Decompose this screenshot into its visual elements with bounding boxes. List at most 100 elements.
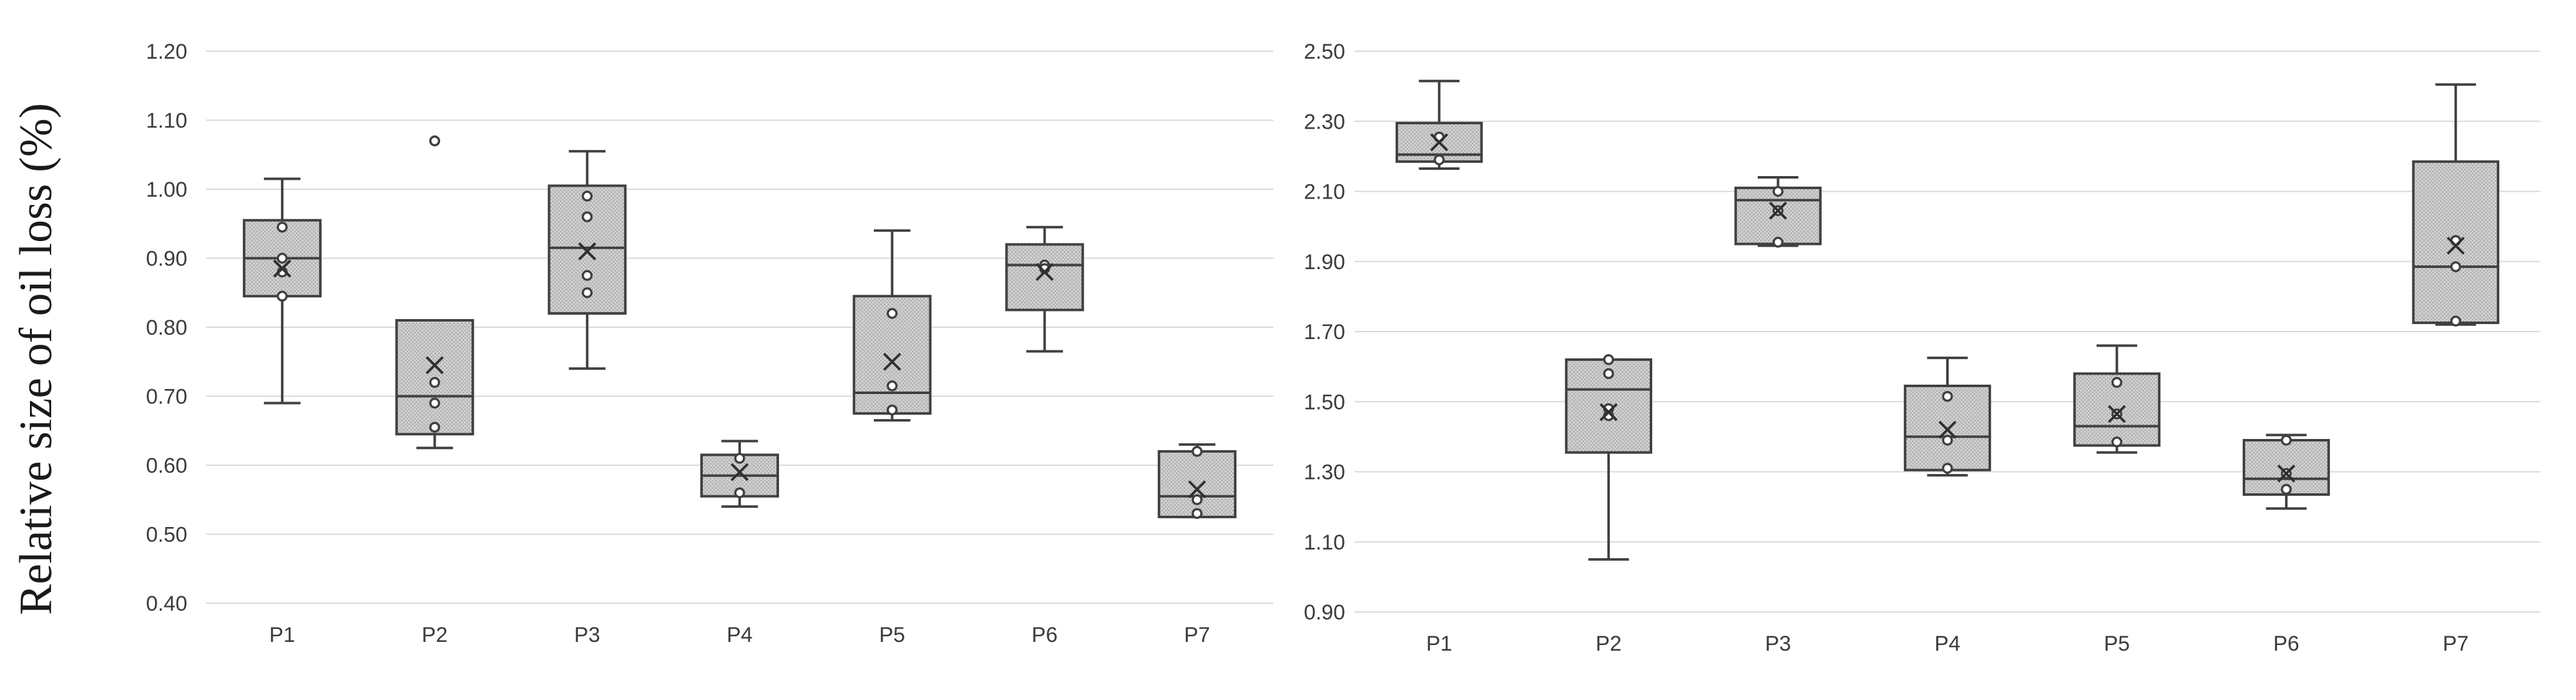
data-point [429, 377, 441, 388]
mean-marker [426, 356, 444, 375]
y-tick-label: 0.70 [146, 385, 187, 409]
y-tick-label: 0.40 [146, 592, 187, 616]
box-p5 [853, 229, 932, 422]
x-category-label: P7 [1184, 623, 1210, 647]
box-p2 [1565, 354, 1652, 561]
mean-marker [1599, 403, 1618, 421]
data-point [2450, 315, 2462, 327]
y-tick-label: 1.10 [146, 109, 187, 133]
mean-marker-stroke [578, 242, 597, 260]
box-p5 [2073, 344, 2161, 454]
data-point [429, 397, 441, 409]
x-category-label: P5 [2104, 632, 2130, 656]
x-category-label: P4 [1934, 632, 1961, 656]
box-p1 [1395, 79, 1483, 170]
data-point [886, 308, 898, 319]
box-p4 [700, 440, 780, 508]
mean-marker [883, 352, 901, 371]
y-tick-label: 0.60 [146, 454, 187, 478]
x-category-label: P3 [1765, 632, 1791, 656]
data-point [429, 421, 441, 433]
iqr-box [395, 318, 474, 436]
data-point [886, 404, 898, 416]
box-p6 [1005, 225, 1084, 353]
data-point [1192, 446, 1203, 457]
data-point [1433, 154, 1445, 165]
mean-marker-stroke [1769, 201, 1787, 220]
data-point [1603, 368, 1614, 380]
data-point [1942, 463, 1953, 474]
mean-marker [1430, 133, 1449, 152]
y-tick-label: 0.90 [146, 247, 187, 271]
mean-marker-stroke [1036, 263, 1054, 282]
y-tick-label: 1.90 [1304, 250, 1345, 274]
data-point [429, 135, 441, 147]
y-tick-label: 1.70 [1304, 320, 1345, 344]
chart-left: 0.40 0.50 0.60 0.70 0.80 0.90 1.00 1.10 1.20 P1 P2… [146, 40, 1273, 647]
mean-marker-stroke [426, 356, 444, 375]
box-p1 [243, 177, 322, 405]
data-point [581, 287, 593, 298]
mean-marker-stroke [883, 352, 901, 371]
mean-marker [1938, 420, 1957, 439]
mean-marker-stroke [2446, 237, 2465, 255]
data-point [1772, 185, 1784, 197]
mean-marker-stroke [2108, 405, 2126, 423]
data-point [2281, 483, 2292, 495]
data-point [886, 380, 898, 392]
box-p4 [1904, 357, 1991, 477]
mean-marker [273, 259, 291, 278]
data-point [1603, 354, 1614, 365]
mean-marker [578, 242, 597, 260]
y-tick-label: 0.90 [1304, 601, 1345, 624]
data-point [581, 190, 593, 202]
mean-marker-stroke [273, 259, 291, 278]
data-point [581, 270, 593, 281]
data-point [1192, 494, 1203, 505]
data-point [2450, 261, 2462, 272]
y-tick-label: 2.10 [1304, 180, 1345, 204]
x-category-label: P6 [2273, 632, 2299, 656]
y-tick-label: 1.30 [1304, 461, 1345, 485]
data-point [734, 453, 745, 464]
x-category-label: P7 [2442, 632, 2469, 656]
data-point [277, 252, 288, 264]
mean-marker [1188, 480, 1207, 499]
y-tick-label: 0.50 [146, 523, 187, 547]
y-axis-label: Relative size of oil loss (%) [11, 103, 62, 615]
mean-marker-stroke [2277, 464, 2296, 483]
x-category-label: P5 [879, 623, 905, 647]
data-point [2111, 436, 2123, 448]
data-point [581, 211, 593, 222]
iqr-box [1005, 243, 1084, 312]
y-tick-label: 1.10 [1304, 531, 1345, 555]
x-category-label: P1 [1426, 632, 1452, 656]
x-category-label: P2 [422, 623, 448, 647]
mean-marker-stroke [730, 463, 749, 481]
box-p3 [547, 150, 627, 370]
x-category-label: P1 [269, 623, 295, 647]
data-point [277, 222, 288, 233]
chart-right: 0.90 1.10 1.30 1.50 1.70 1.90 2.10 2.30 2.50 P1 P2… [1304, 40, 2540, 656]
mean-marker [1769, 201, 1787, 220]
y-tick-label: 1.20 [146, 40, 187, 64]
data-point [734, 487, 745, 498]
y-tick-label: 0.80 [146, 316, 187, 340]
mean-marker [2108, 405, 2126, 423]
data-point [1942, 435, 1953, 446]
mean-marker-stroke [1188, 480, 1207, 499]
mean-marker [2446, 237, 2465, 255]
mean-marker [730, 463, 749, 481]
mean-marker-stroke [1938, 420, 1957, 439]
box-p7 [2412, 83, 2500, 327]
mean-marker [2277, 464, 2296, 483]
x-category-label: P3 [574, 623, 600, 647]
data-point [277, 290, 288, 302]
iqr-box [1157, 450, 1237, 518]
y-tick-label: 1.50 [1304, 390, 1345, 414]
mean-marker [1036, 263, 1054, 282]
mean-marker-stroke [1599, 403, 1618, 421]
y-tick-label: 1.00 [146, 178, 187, 202]
box-p3 [1734, 176, 1822, 248]
